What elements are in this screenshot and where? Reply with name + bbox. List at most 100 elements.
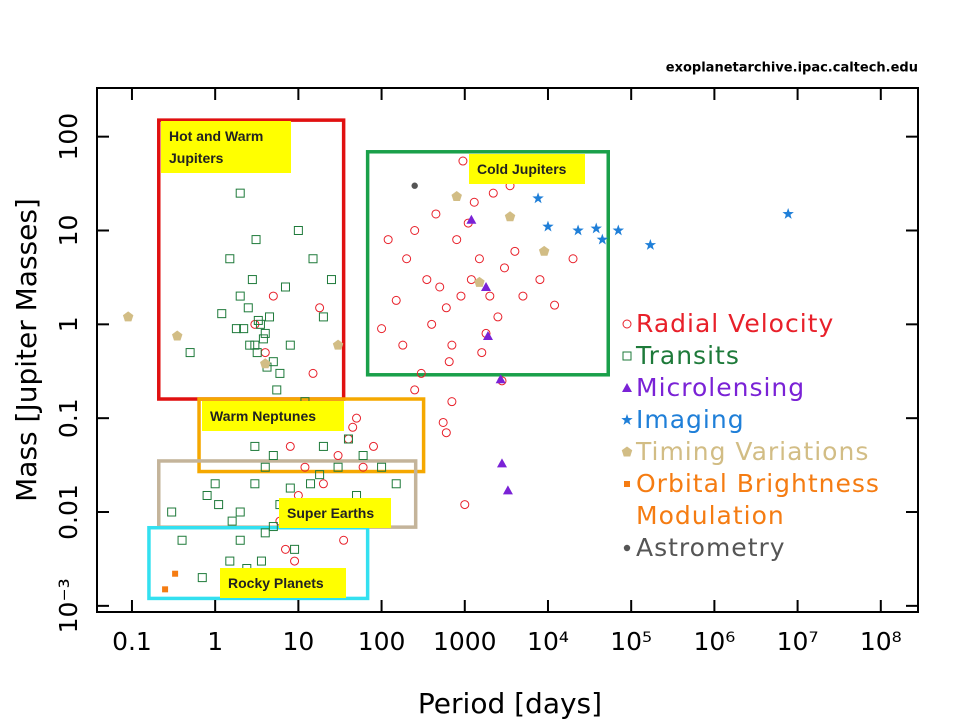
- legend-symbol: [621, 414, 633, 425]
- point: [568, 254, 578, 264]
- point: [202, 490, 212, 500]
- point: [300, 462, 310, 472]
- point: [332, 339, 344, 350]
- point: [504, 211, 516, 222]
- point: [268, 291, 278, 301]
- point: [482, 331, 493, 341]
- x-tick-label: 1000: [433, 627, 497, 656]
- point: [572, 224, 584, 236]
- point: [451, 191, 462, 202]
- legend-symbol: [623, 544, 631, 552]
- region-box: [197, 397, 426, 474]
- y-tick-label: 0.01: [54, 484, 83, 540]
- point: [435, 282, 445, 292]
- point: [456, 291, 466, 301]
- point: [369, 441, 379, 451]
- point: [235, 188, 245, 198]
- point: [477, 348, 487, 358]
- point: [343, 434, 353, 444]
- point: [172, 330, 183, 341]
- legend-marker: [623, 544, 631, 552]
- region-label: Cold Jupiters: [469, 154, 585, 184]
- point: [315, 303, 325, 313]
- point: [285, 483, 295, 493]
- point: [293, 225, 303, 235]
- point: [318, 479, 328, 489]
- point: [474, 254, 484, 264]
- point: [177, 535, 187, 545]
- point: [383, 235, 393, 245]
- point: [410, 385, 420, 395]
- point: [590, 222, 602, 234]
- point: [447, 397, 457, 407]
- point: [243, 303, 253, 313]
- point: [458, 156, 468, 166]
- legend-entry: Radial Velocity: [620, 308, 920, 340]
- point: [250, 479, 260, 489]
- legend-symbol: [621, 446, 633, 457]
- point: [499, 263, 509, 273]
- point: [496, 458, 507, 468]
- legend-symbol: [624, 481, 630, 487]
- point: [318, 441, 328, 451]
- point: [469, 197, 479, 207]
- point: [343, 434, 353, 444]
- point: [260, 358, 271, 369]
- x-axis-title: Period [days]: [418, 687, 602, 720]
- point: [441, 303, 451, 313]
- point: [235, 507, 245, 517]
- region-label: Warm Neptunes: [202, 401, 344, 431]
- point: [495, 374, 506, 384]
- point: [260, 462, 270, 472]
- point: [258, 334, 268, 344]
- x-tick-label: 10⁷: [777, 627, 819, 656]
- point: [318, 312, 328, 322]
- legend-marker: [621, 414, 633, 425]
- point: [411, 182, 418, 189]
- y-tick-label: 1: [54, 316, 83, 332]
- point: [268, 451, 278, 461]
- point: [280, 544, 290, 554]
- point: [460, 500, 470, 510]
- point: [251, 235, 261, 245]
- legend-marker: [622, 383, 632, 392]
- y-tick-label: 10⁻³: [54, 578, 83, 633]
- point: [167, 507, 177, 517]
- point: [431, 209, 441, 219]
- point: [235, 535, 245, 545]
- point: [227, 516, 237, 526]
- legend-entry: Orbital Brightness Modulation: [620, 468, 920, 532]
- point: [326, 275, 336, 285]
- point: [422, 275, 432, 285]
- point: [162, 586, 169, 593]
- x-tick-label: 1: [207, 627, 223, 656]
- point: [416, 368, 426, 378]
- point: [538, 245, 550, 256]
- point: [466, 275, 476, 285]
- point: [348, 422, 358, 432]
- legend-label: Timing Variations: [636, 437, 870, 466]
- point: [550, 300, 560, 310]
- legend-label: Microlensing: [636, 373, 806, 402]
- point: [250, 340, 260, 350]
- point: [438, 417, 448, 427]
- region-label: Rocky Planets: [220, 568, 346, 598]
- point: [225, 254, 235, 264]
- x-tick-label: 10⁸: [860, 627, 902, 656]
- y-tick-label: 0.1: [54, 398, 83, 438]
- point: [441, 428, 451, 438]
- point: [466, 214, 477, 224]
- point: [402, 254, 412, 264]
- point: [542, 220, 554, 232]
- legend-symbol: [622, 351, 632, 361]
- legend-entry: Transits: [620, 340, 920, 372]
- point: [488, 188, 498, 198]
- point: [231, 324, 241, 334]
- legend-entry: Imaging: [620, 404, 920, 436]
- legend-entry: Microlensing: [620, 372, 920, 404]
- legend-entry: Astrometry: [620, 532, 920, 564]
- points: [122, 156, 794, 593]
- legend-label: Radial Velocity: [636, 309, 835, 338]
- region-box: [147, 525, 370, 601]
